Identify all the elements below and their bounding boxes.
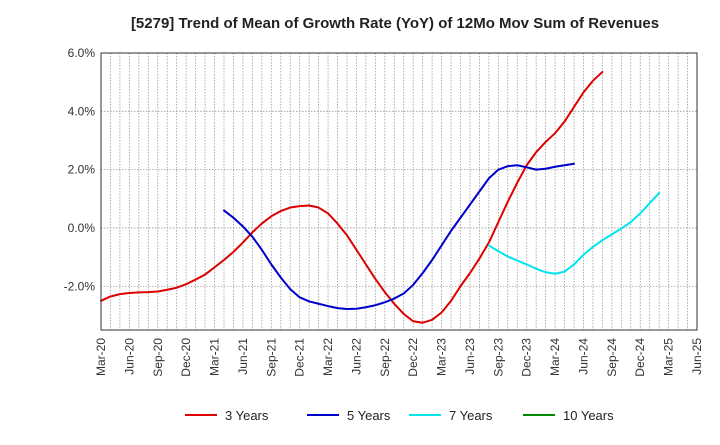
legend-label-3-years: 3 Years [225, 408, 269, 423]
y-tick-label: 4.0% [68, 104, 96, 118]
legend: 3 Years 5 Years 7 Years 10 Years [185, 408, 614, 423]
series-layer [100, 70, 661, 324]
chart-title: [5279] Trend of Mean of Growth Rate (YoY… [131, 15, 659, 32]
x-tick-label: Sep-22 [378, 338, 392, 377]
plot-area [101, 53, 697, 330]
y-tick-label: -2.0% [64, 279, 96, 293]
x-tick-label: Jun-20 [122, 338, 136, 375]
x-tick-label: Mar-25 [662, 338, 676, 376]
series-line-3-years [100, 70, 604, 324]
x-tick-label: Dec-24 [633, 338, 647, 377]
series-line-7-years [487, 191, 661, 275]
x-tick-label: Sep-20 [151, 338, 165, 377]
x-tick-label: Jun-23 [463, 338, 477, 375]
legend-label-7-years: 7 Years [449, 408, 493, 423]
x-tick-label: Dec-21 [293, 338, 307, 377]
x-tick-label: Dec-22 [406, 338, 420, 377]
x-tick-label: Sep-24 [605, 338, 619, 377]
y-tick-label: 6.0% [68, 46, 96, 60]
x-tick-label: Dec-20 [179, 338, 193, 377]
x-tick-label: Mar-21 [208, 338, 222, 376]
x-tick-label: Jun-25 [690, 338, 704, 375]
x-tick-label: Mar-22 [321, 338, 335, 376]
axis-layer: 6.0% 4.0% 2.0% 0.0% -2.0% Mar-20 Jun-20 Sep-20 D… [64, 46, 704, 377]
legend-label-10-years: 10 Years [563, 408, 614, 423]
x-tick-label: Jun-24 [576, 338, 590, 375]
x-tick-label: Sep-21 [264, 338, 278, 377]
plot-border [100, 52, 698, 331]
x-tick-label: Sep-23 [491, 338, 505, 377]
x-tick-label: Jun-22 [349, 338, 363, 375]
y-tick-label: 0.0% [68, 221, 96, 235]
x-tick-label: Jun-21 [236, 338, 250, 375]
grid-layer [101, 52, 697, 330]
x-tick-label: Mar-23 [435, 338, 449, 376]
x-tick-label: Mar-20 [94, 338, 108, 376]
legend-label-5-years: 5 Years [347, 408, 391, 423]
y-tick-label: 2.0% [68, 163, 96, 177]
series-line-5-years [222, 162, 576, 311]
x-tick-label: Mar-24 [548, 338, 562, 376]
x-tick-label: Dec-23 [520, 338, 534, 377]
